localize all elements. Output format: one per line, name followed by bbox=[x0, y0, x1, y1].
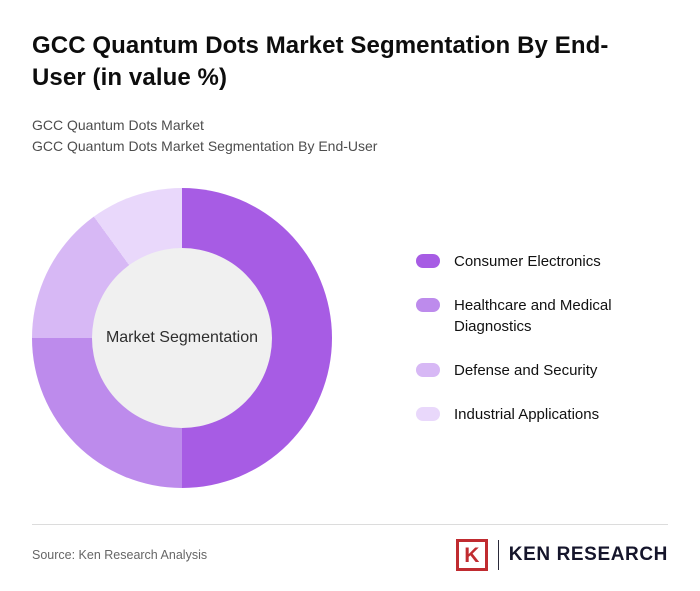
legend-swatch-healthcare bbox=[416, 297, 440, 312]
chart-area: Market Segmentation Consumer Electronics… bbox=[32, 188, 668, 489]
source-text: Source: Ken Research Analysis bbox=[32, 548, 208, 563]
donut-center: Market Segmentation bbox=[92, 248, 272, 429]
footer-divider bbox=[32, 524, 668, 526]
ken-research-logo: K KEN RESEARCH bbox=[455, 539, 668, 572]
legend-item: Consumer Electronics bbox=[416, 251, 626, 273]
legend-swatch-defense bbox=[416, 363, 440, 378]
donut-chart: Market Segmentation bbox=[32, 188, 332, 489]
legend-label: Consumer Electronics bbox=[454, 252, 601, 270]
legend-label: Industrial Applications bbox=[454, 405, 600, 423]
subtitle-block: GCC Quantum Dots Market GCC Quantum Dots… bbox=[32, 115, 668, 158]
donut-chart-wrap: Market Segmentation bbox=[32, 188, 332, 489]
ken-research-k-icon: K bbox=[455, 539, 488, 572]
legend-item: Defense and Security bbox=[416, 360, 626, 382]
legend-item: Industrial Applications bbox=[416, 404, 626, 426]
legend-label: Defense and Security bbox=[454, 362, 598, 380]
subtitle-line-1: GCC Quantum Dots Market bbox=[32, 116, 204, 133]
legend-swatch-industrial bbox=[416, 406, 440, 421]
chart-legend: Consumer Electronics Healthcare and Medi… bbox=[416, 251, 626, 426]
legend-label: Healthcare and Medical Diagnostics bbox=[454, 296, 612, 336]
logo-separator bbox=[497, 540, 499, 571]
donut-center-label: Market Segmentation bbox=[105, 329, 259, 347]
subtitle-line-2: GCC Quantum Dots Market Segmentation By … bbox=[32, 138, 378, 155]
legend-item: Healthcare and Medical Diagnostics bbox=[416, 295, 626, 339]
logo-k-letter: K bbox=[464, 543, 480, 567]
footer: Source: Ken Research Analysis K KEN RESE… bbox=[32, 539, 668, 572]
legend-swatch-consumer-electronics bbox=[416, 253, 440, 268]
logo-brand-text: KEN RESEARCH bbox=[508, 544, 668, 566]
page-title: GCC Quantum Dots Market Segmentation By … bbox=[32, 32, 609, 92]
